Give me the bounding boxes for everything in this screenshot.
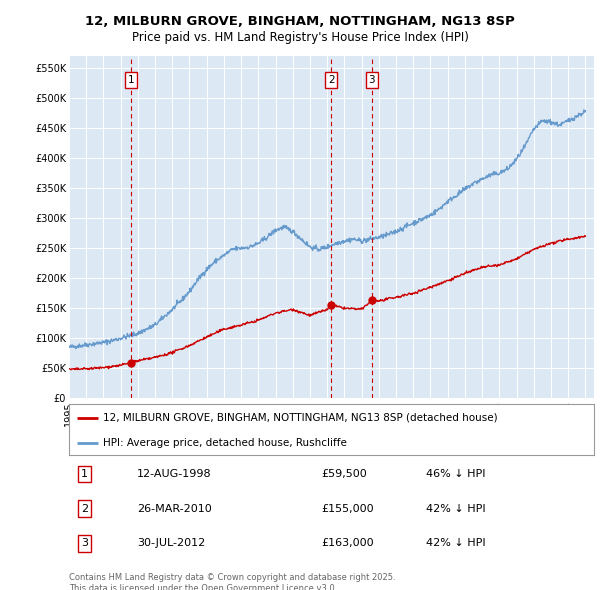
Text: 42% ↓ HPI: 42% ↓ HPI	[426, 539, 485, 548]
Text: £163,000: £163,000	[321, 539, 374, 548]
Text: Contains HM Land Registry data © Crown copyright and database right 2025.
This d: Contains HM Land Registry data © Crown c…	[69, 573, 395, 590]
Text: 12, MILBURN GROVE, BINGHAM, NOTTINGHAM, NG13 8SP (detached house): 12, MILBURN GROVE, BINGHAM, NOTTINGHAM, …	[103, 412, 498, 422]
Text: 2: 2	[328, 75, 334, 85]
Text: HPI: Average price, detached house, Rushcliffe: HPI: Average price, detached house, Rush…	[103, 438, 347, 447]
Text: 3: 3	[81, 539, 88, 548]
Text: 46% ↓ HPI: 46% ↓ HPI	[426, 470, 485, 479]
Text: 12-AUG-1998: 12-AUG-1998	[137, 470, 212, 479]
Text: 26-MAR-2010: 26-MAR-2010	[137, 504, 212, 513]
Text: 2: 2	[81, 504, 88, 513]
Text: 30-JUL-2012: 30-JUL-2012	[137, 539, 205, 548]
Text: Price paid vs. HM Land Registry's House Price Index (HPI): Price paid vs. HM Land Registry's House …	[131, 31, 469, 44]
Text: 1: 1	[81, 470, 88, 479]
Text: 42% ↓ HPI: 42% ↓ HPI	[426, 504, 485, 513]
Text: £155,000: £155,000	[321, 504, 374, 513]
Text: 12, MILBURN GROVE, BINGHAM, NOTTINGHAM, NG13 8SP: 12, MILBURN GROVE, BINGHAM, NOTTINGHAM, …	[85, 15, 515, 28]
Text: 3: 3	[368, 75, 375, 85]
Text: £59,500: £59,500	[321, 470, 367, 479]
Text: 1: 1	[128, 75, 134, 85]
